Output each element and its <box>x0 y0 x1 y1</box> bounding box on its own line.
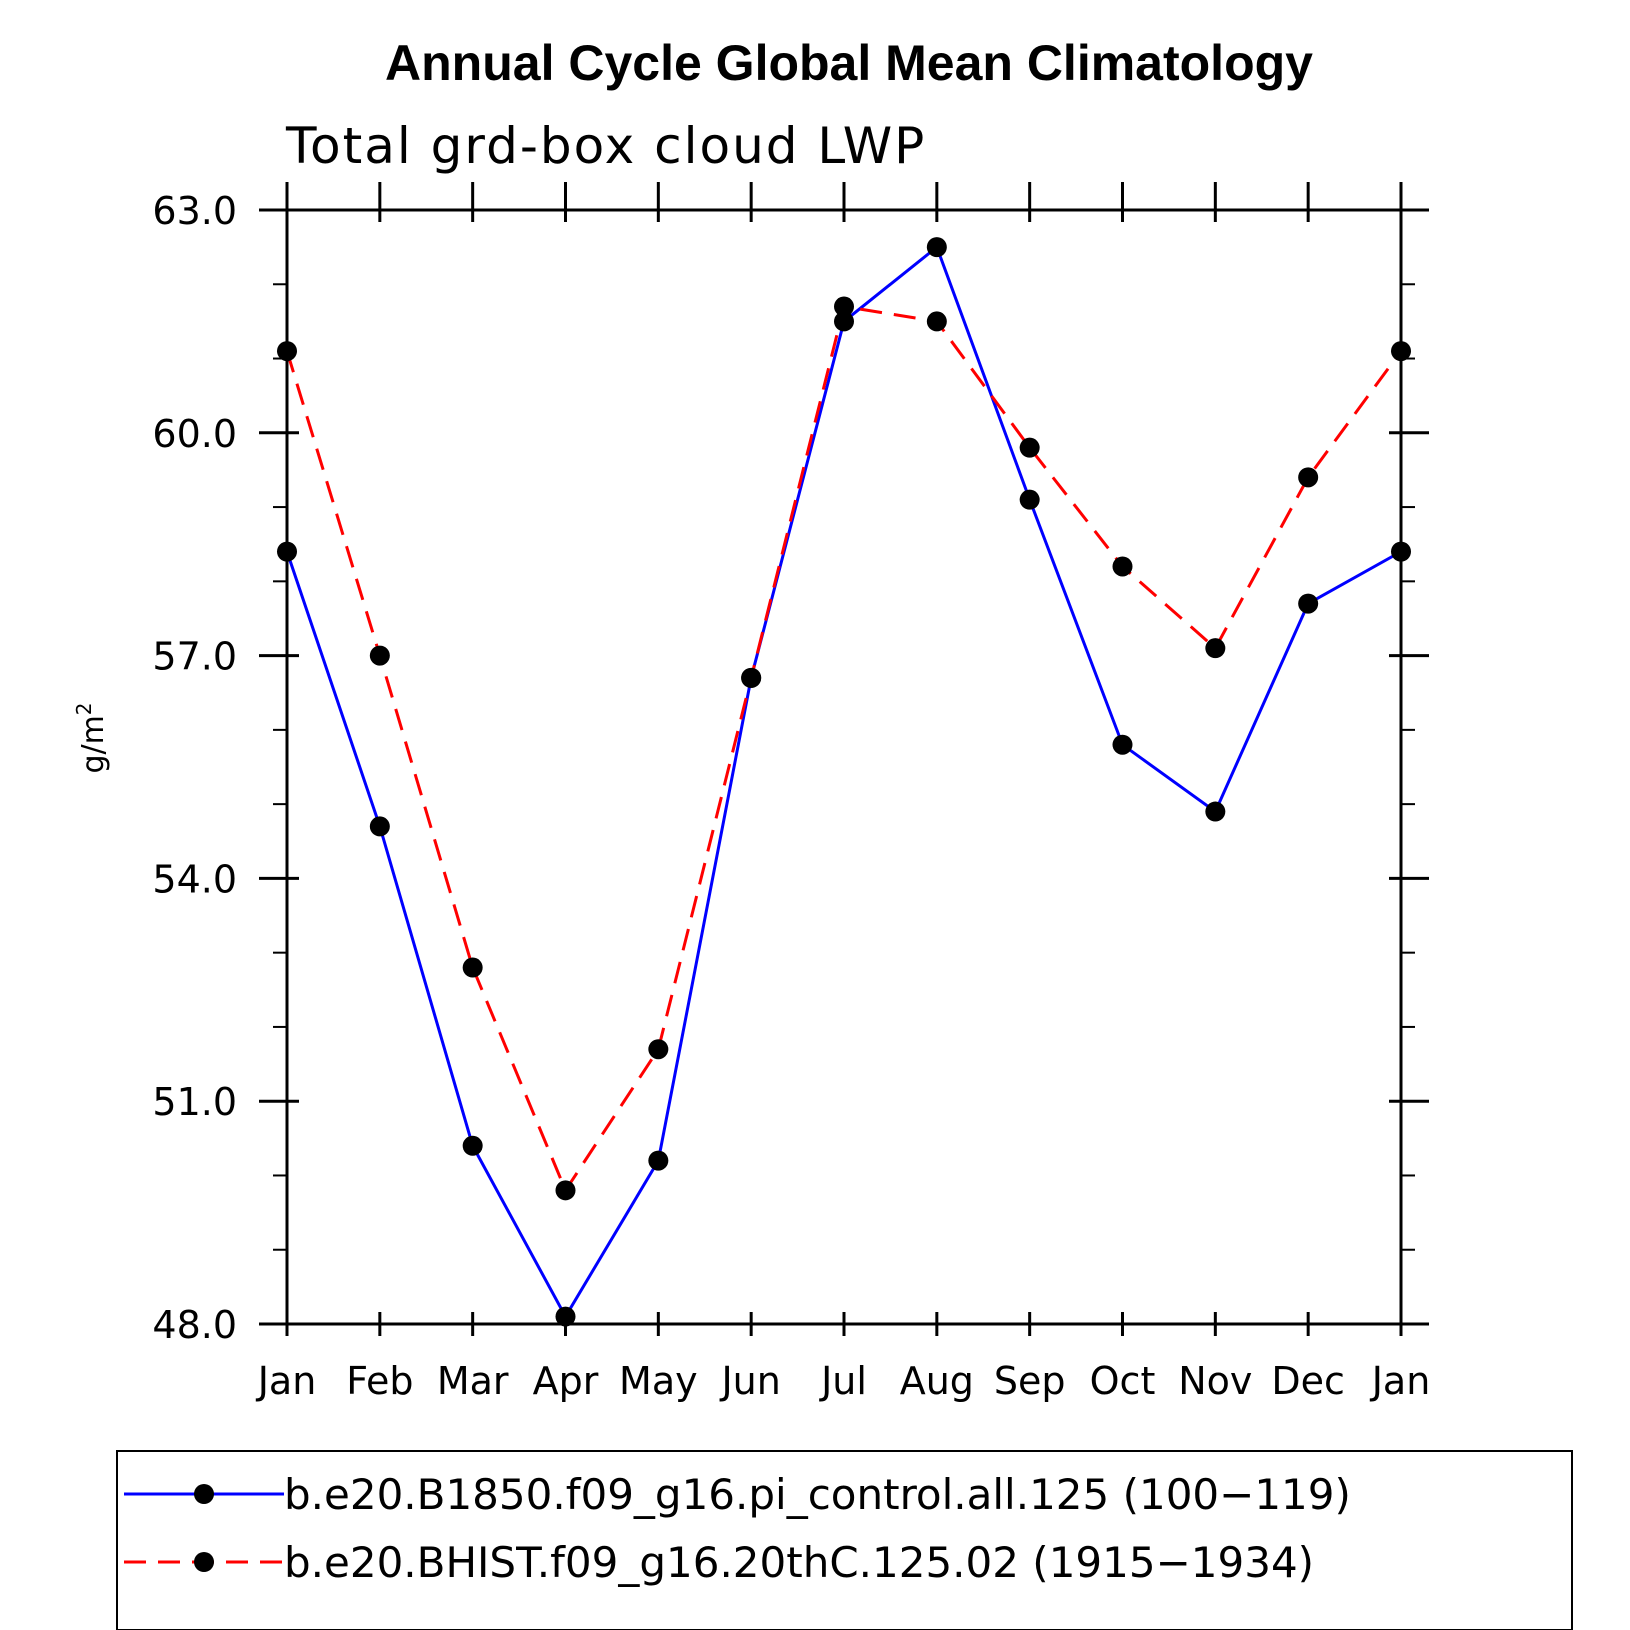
series-line-1 <box>285 244 1402 1320</box>
chart-subtitle: Total grd-box cloud LWP <box>285 117 926 175</box>
x-tick-label: Jul <box>819 1359 867 1403</box>
x-tick-label: Apr <box>533 1359 599 1403</box>
x-tick-label: May <box>619 1359 698 1403</box>
y-axis-label: g/m2 <box>72 702 111 773</box>
y-tick-label: 60.0 <box>152 412 237 456</box>
data-point-series-2 <box>1205 638 1226 659</box>
chart-title: Annual Cycle Global Mean Climatology <box>385 35 1313 91</box>
x-tick-label: Aug <box>900 1359 974 1403</box>
data-point-series-2 <box>741 667 762 688</box>
y-tick-label: 51.0 <box>152 1080 237 1124</box>
x-tick-label: Oct <box>1090 1359 1156 1403</box>
data-point-series-1 <box>369 816 390 837</box>
data-point-series-2 <box>834 296 854 317</box>
legend: b.e20.B1850.f09_g16.pi_control.all.125 (… <box>116 1450 1573 1630</box>
data-point-series-1 <box>1298 593 1319 614</box>
data-point-series-1 <box>648 1150 669 1171</box>
x-tick-label: Jun <box>719 1359 780 1403</box>
y-tick-label: 57.0 <box>152 635 237 679</box>
x-tick-label: Dec <box>1271 1359 1345 1403</box>
data-point-series-1 <box>462 1135 483 1156</box>
data-point-series-1 <box>1205 801 1226 822</box>
y-tick-label: 54.0 <box>152 857 237 901</box>
x-tick-label: Mar <box>437 1359 509 1403</box>
data-point-series-2 <box>462 957 483 978</box>
x-tick-label: Jan <box>1370 1359 1431 1403</box>
data-point-series-2 <box>1112 556 1133 577</box>
data-point-series-2 <box>555 1180 576 1201</box>
data-point-series-1 <box>1019 489 1040 510</box>
data-point-series-1 <box>555 1306 576 1327</box>
data-point-series-2 <box>648 1039 669 1060</box>
y-tick-label: 48.0 <box>152 1303 237 1347</box>
y-tick-label: 63.0 <box>152 189 237 233</box>
data-point-series-2 <box>1298 467 1319 488</box>
plot-frame <box>285 208 1403 1326</box>
series-line-2 <box>285 304 1403 1194</box>
data-point-series-1 <box>834 311 854 332</box>
legend-label-2: b.e20.BHIST.f09_g16.20thC.125.02 (1915−1… <box>284 1538 1314 1587</box>
y-axis-label-base: g/m <box>76 715 111 773</box>
x-tick-label: Nov <box>1178 1359 1252 1403</box>
legend-label-1: b.e20.B1850.f09_g16.pi_control.all.125 (… <box>284 1470 1351 1519</box>
data-point-series-2 <box>1019 437 1040 458</box>
legend-marker-2 <box>194 1552 214 1572</box>
x-tick-label: Feb <box>346 1359 413 1403</box>
legend-marker-1 <box>194 1484 214 1504</box>
legend-box <box>116 1450 1573 1630</box>
x-tick-label: Sep <box>994 1359 1066 1403</box>
axes: Jan Feb Mar Apr May Jun Jul Aug Sep Oct Nov Dec Jan 4… <box>152 182 1430 1403</box>
data-point-series-1 <box>1112 734 1133 755</box>
data-point-series-2 <box>369 645 390 666</box>
series-layer <box>277 237 1411 1327</box>
data-point-series-2 <box>926 311 947 332</box>
data-point-series-1 <box>926 237 947 258</box>
x-tick-label: Jan <box>256 1359 317 1403</box>
y-axis-label-sup: 2 <box>72 702 96 715</box>
